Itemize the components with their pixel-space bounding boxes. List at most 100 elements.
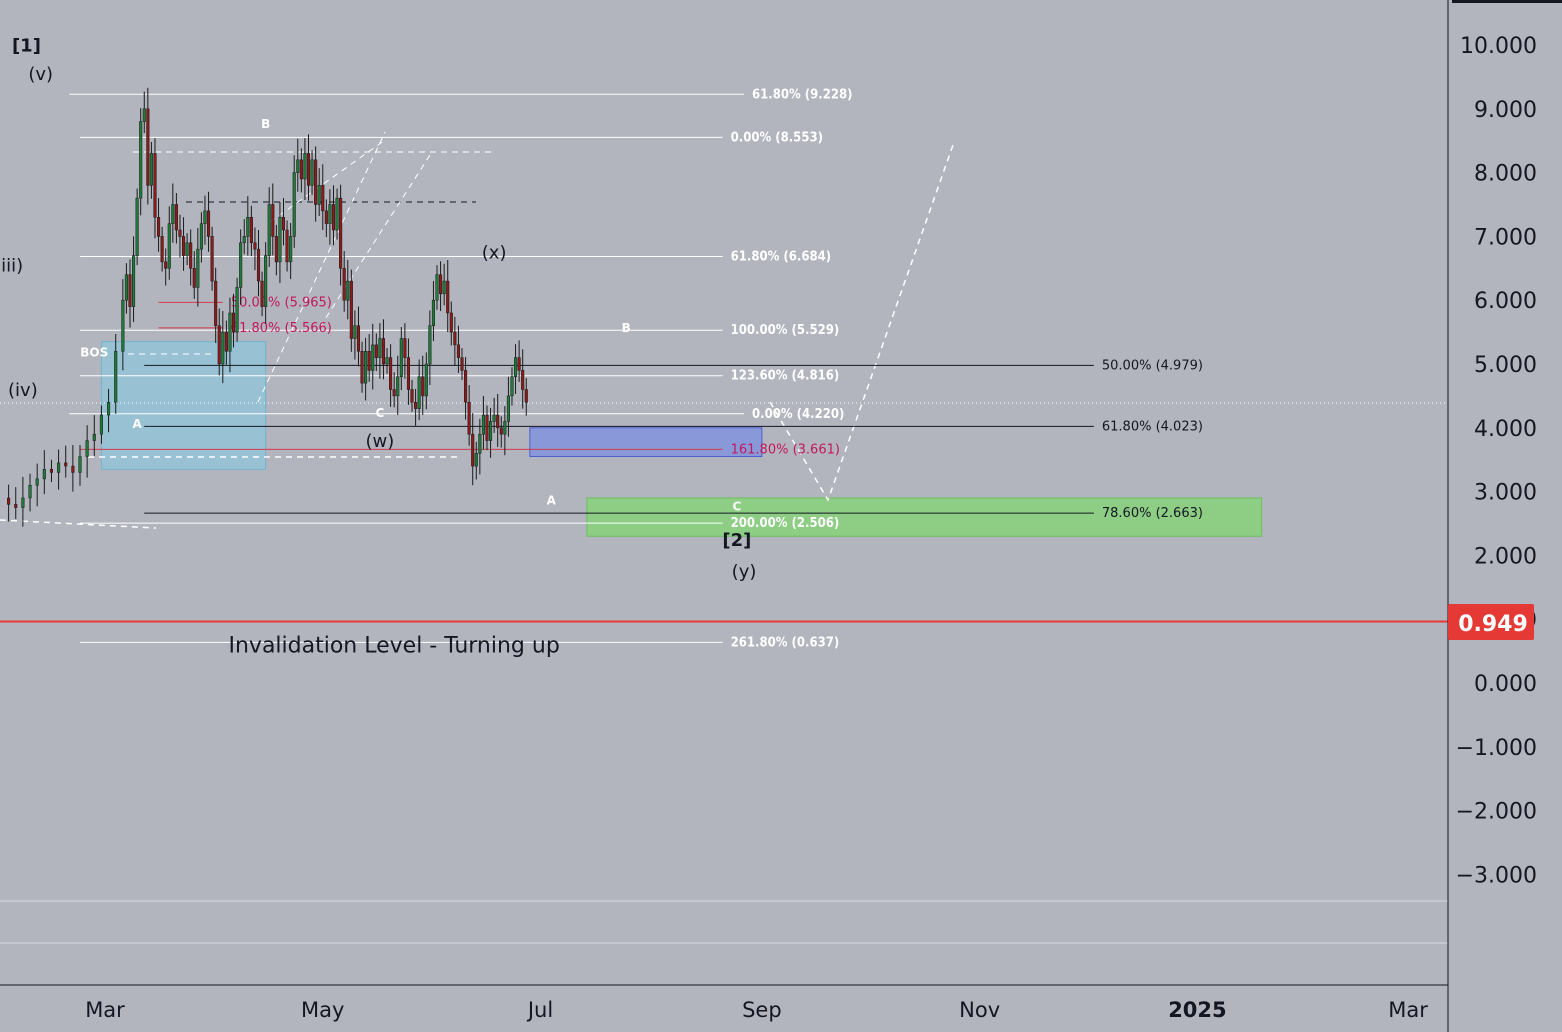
last-price-badge: 0.949 (1448, 604, 1534, 640)
candle-body (449, 312, 453, 333)
candle-body (121, 299, 125, 352)
candle-body (510, 376, 514, 397)
candle-body (396, 376, 400, 397)
candle-body (64, 462, 68, 467)
dashed-line-trend (0, 519, 157, 529)
zone-blue (529, 427, 763, 458)
x-tick-label: Mar (1388, 998, 1428, 1022)
candle-body (292, 172, 296, 237)
candle-body (478, 433, 482, 454)
candle-body (360, 350, 364, 384)
fib-label: 100.00% (5.529) (731, 323, 840, 338)
candle-body (274, 236, 278, 263)
wave-label: [2] (722, 530, 751, 551)
candle-body (256, 248, 261, 282)
candle-body (342, 268, 346, 301)
candle-body (492, 414, 496, 422)
fib-label: 200.00% (2.506) (731, 516, 840, 531)
wave-label: A (547, 493, 557, 507)
candle-body (28, 484, 32, 499)
wave-label: [1] (12, 35, 41, 56)
candle-body (171, 204, 175, 224)
candle-body (128, 274, 132, 307)
candle-body (178, 229, 182, 237)
candle-body (107, 402, 111, 416)
candle-body (424, 363, 428, 397)
candle-body (431, 299, 435, 326)
wave-label: C (732, 500, 741, 514)
wave-label: (w) (365, 431, 394, 452)
time-axis[interactable]: Mar May Jul Sep Nov 2025 Mar (85, 998, 1428, 1022)
x-tick-label: Nov (959, 998, 1000, 1022)
fib-label: 78.60% (2.663) (1102, 506, 1203, 521)
dashed-channel-1 (257, 131, 386, 403)
candle-body (364, 350, 368, 384)
candle-body (35, 478, 39, 486)
dashed-channel-3 (319, 154, 431, 328)
candle-body (306, 153, 311, 186)
candles-layer (7, 87, 528, 527)
invalidation-annotation: Invalidation Level - Turning up (229, 634, 560, 659)
candle-body (317, 185, 321, 205)
candle-body (199, 223, 203, 250)
fib-label: 161.80% (3.661) (731, 442, 840, 457)
candle-body (174, 204, 178, 231)
candle-body (367, 350, 371, 371)
candle-body (374, 344, 378, 358)
candle-body (49, 469, 54, 473)
candle-body (346, 280, 350, 301)
candle-body (189, 242, 193, 269)
x-tick-label: Mar (85, 998, 125, 1022)
dashed-helper-lines (0, 131, 954, 529)
y-tick-label: 9.000 (1474, 98, 1537, 123)
candle-body (7, 497, 11, 505)
candle-body (214, 280, 218, 326)
candle-body (264, 255, 268, 307)
candle-body (335, 197, 339, 231)
candle-body (331, 204, 336, 231)
candle-body (496, 414, 500, 429)
y-tick-label: 0.000 (1474, 672, 1537, 697)
candle-body (410, 389, 414, 403)
zone-cyan (100, 341, 267, 470)
candle-body (164, 261, 168, 269)
candle-body (503, 421, 507, 435)
candle-body (85, 440, 89, 457)
candle-body (421, 376, 425, 397)
candle-body (339, 197, 343, 269)
wave-label: A (132, 417, 142, 431)
wave-label: C (375, 406, 384, 420)
last-price-label: 0.949 (1458, 612, 1528, 637)
candle-body (414, 402, 418, 409)
candle-body (392, 389, 396, 397)
wave-label: (iv) (8, 380, 38, 401)
fib-label: 50.00% (5.965) (231, 295, 332, 310)
candle-body (267, 204, 271, 256)
y-tick-label: −2.000 (1456, 800, 1537, 825)
candle-body (124, 274, 128, 301)
candle-body (371, 344, 375, 371)
candle-body (296, 159, 300, 173)
wave-label: (x) (482, 243, 507, 264)
candle-body (453, 331, 457, 346)
candle-body (217, 325, 221, 365)
fib-label: 61.80% (6.684) (731, 250, 831, 265)
candle-body (464, 370, 468, 403)
wave-label: B (261, 117, 270, 131)
candle-body (310, 159, 314, 186)
x-tick-label: 2025 (1168, 998, 1226, 1022)
candle-body (142, 108, 146, 122)
wave-label: B (622, 321, 631, 335)
candle-body (285, 229, 289, 263)
candle-body (381, 338, 386, 365)
y-tick-label: 6.000 (1474, 289, 1537, 314)
candle-body (428, 325, 432, 365)
zones-layer (100, 341, 1263, 537)
candle-body (224, 331, 228, 352)
candle-body (467, 402, 471, 435)
candle-body (446, 280, 450, 314)
candle-body (71, 465, 75, 473)
candle-body (481, 414, 485, 435)
zone-green (586, 497, 1263, 537)
